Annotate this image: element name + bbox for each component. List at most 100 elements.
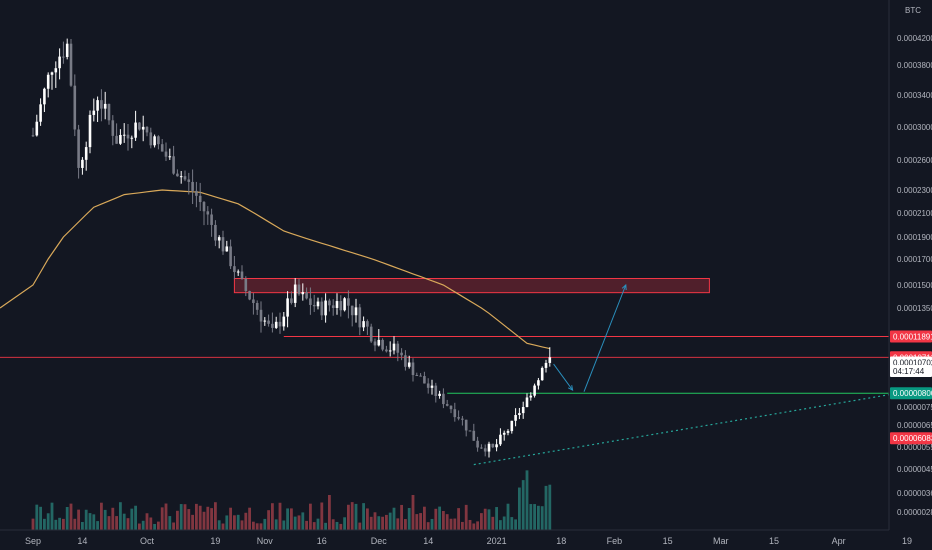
- volume-bar: [320, 502, 324, 530]
- candle-body: [69, 43, 73, 86]
- candle-body: [388, 350, 392, 352]
- volume-bar: [198, 505, 202, 530]
- x-tick-label: Feb: [607, 536, 623, 546]
- volume-bar: [290, 508, 293, 530]
- candle-body: [206, 211, 210, 215]
- x-tick-label: 16: [317, 536, 327, 546]
- y-tick-label: 0.00021000: [897, 209, 932, 218]
- volume-bar: [434, 508, 438, 530]
- volume-bar: [362, 503, 365, 530]
- candle-body: [198, 195, 202, 203]
- volume-bar: [62, 518, 65, 530]
- candle-body: [221, 237, 225, 252]
- volume-bar: [316, 518, 320, 530]
- candle-body: [350, 305, 354, 316]
- supply-zone: [233, 278, 710, 294]
- candle-body: [415, 375, 419, 377]
- volume-bar: [385, 514, 388, 530]
- candle-body: [305, 292, 308, 299]
- y-tick-label: 0.00034000: [897, 91, 932, 100]
- price-tag: [890, 387, 932, 400]
- candle-body: [233, 266, 236, 273]
- volume-bar: [411, 495, 415, 530]
- candle-body: [468, 430, 472, 432]
- x-tick-label: 2021: [487, 536, 507, 546]
- volume-bar: [472, 523, 476, 530]
- volume-bar: [236, 514, 240, 530]
- volume-bar: [206, 506, 210, 530]
- candle-body: [187, 179, 191, 182]
- candle-body: [92, 110, 96, 115]
- candle-body: [274, 321, 278, 328]
- candle-body: [160, 144, 164, 152]
- candle-body: [529, 395, 533, 398]
- volume-bar: [176, 510, 179, 530]
- projection-layer: [553, 283, 627, 392]
- volume-bar: [149, 517, 153, 530]
- y-tick-label: 0.00000450: [897, 465, 932, 474]
- candle-body: [84, 147, 88, 160]
- volume-bar: [502, 516, 506, 530]
- y-tick-label: 0.00013500: [897, 304, 932, 313]
- volume-bar: [286, 508, 289, 530]
- volume-bar: [46, 513, 50, 530]
- y-tick-label: 0.00023000: [897, 186, 932, 195]
- trend-line: [473, 391, 908, 466]
- volume-bar: [210, 508, 213, 530]
- volume-bar: [92, 514, 96, 530]
- volume-bar: [107, 516, 111, 530]
- volume-bar: [495, 507, 498, 530]
- volume-bar: [518, 487, 521, 530]
- volume-bar: [343, 517, 346, 530]
- volume-bar: [248, 507, 251, 530]
- candle-body: [396, 343, 400, 353]
- volume-bar: [400, 504, 403, 530]
- volume-bar: [126, 518, 130, 530]
- price-tags: 0.000118910.000107120.0001070204:17:440.…: [890, 330, 932, 445]
- candle-body: [278, 321, 282, 327]
- volume-bar: [282, 520, 286, 530]
- candle-body: [65, 43, 69, 57]
- volume-bar: [309, 503, 312, 530]
- volume-bar: [122, 513, 126, 530]
- candle-body: [293, 284, 297, 303]
- price-tag-label: 0.00000800: [893, 389, 932, 398]
- candle-body: [434, 385, 438, 396]
- volume-bar: [221, 523, 225, 530]
- volume-bar: [388, 512, 392, 530]
- candle-body: [430, 385, 434, 388]
- volume-bar: [69, 503, 73, 530]
- volume-bar: [65, 506, 69, 530]
- candle-body: [483, 448, 487, 452]
- candle-body: [301, 292, 305, 295]
- candle-body: [461, 418, 464, 420]
- volume-bar: [548, 484, 552, 530]
- candle-body: [145, 126, 149, 133]
- candle-body: [343, 298, 346, 311]
- volume-bar: [115, 516, 118, 530]
- candle-body: [290, 298, 293, 303]
- volume-bar: [244, 512, 248, 530]
- x-tick-label: 15: [769, 536, 779, 546]
- x-tick-label: Apr: [832, 536, 846, 546]
- volume-bar: [537, 505, 540, 530]
- candle-body: [179, 176, 183, 178]
- candle-body: [491, 443, 495, 448]
- volume-bar: [392, 507, 396, 530]
- candle-body: [324, 300, 327, 316]
- volume-bar: [96, 521, 99, 530]
- y-tick-label: 0.00017000: [897, 255, 932, 264]
- volume-bar: [377, 516, 381, 530]
- candle-body: [373, 341, 377, 346]
- price-tag: [890, 330, 932, 343]
- candle-body: [392, 343, 396, 351]
- candle-body: [358, 307, 362, 328]
- volume-bar: [50, 502, 54, 530]
- volume-bar: [111, 507, 115, 530]
- volume-bar: [461, 521, 464, 530]
- volume-bar: [339, 523, 343, 530]
- volume-bar: [305, 520, 308, 530]
- candle-body: [81, 159, 84, 168]
- volume-bar: [449, 518, 453, 530]
